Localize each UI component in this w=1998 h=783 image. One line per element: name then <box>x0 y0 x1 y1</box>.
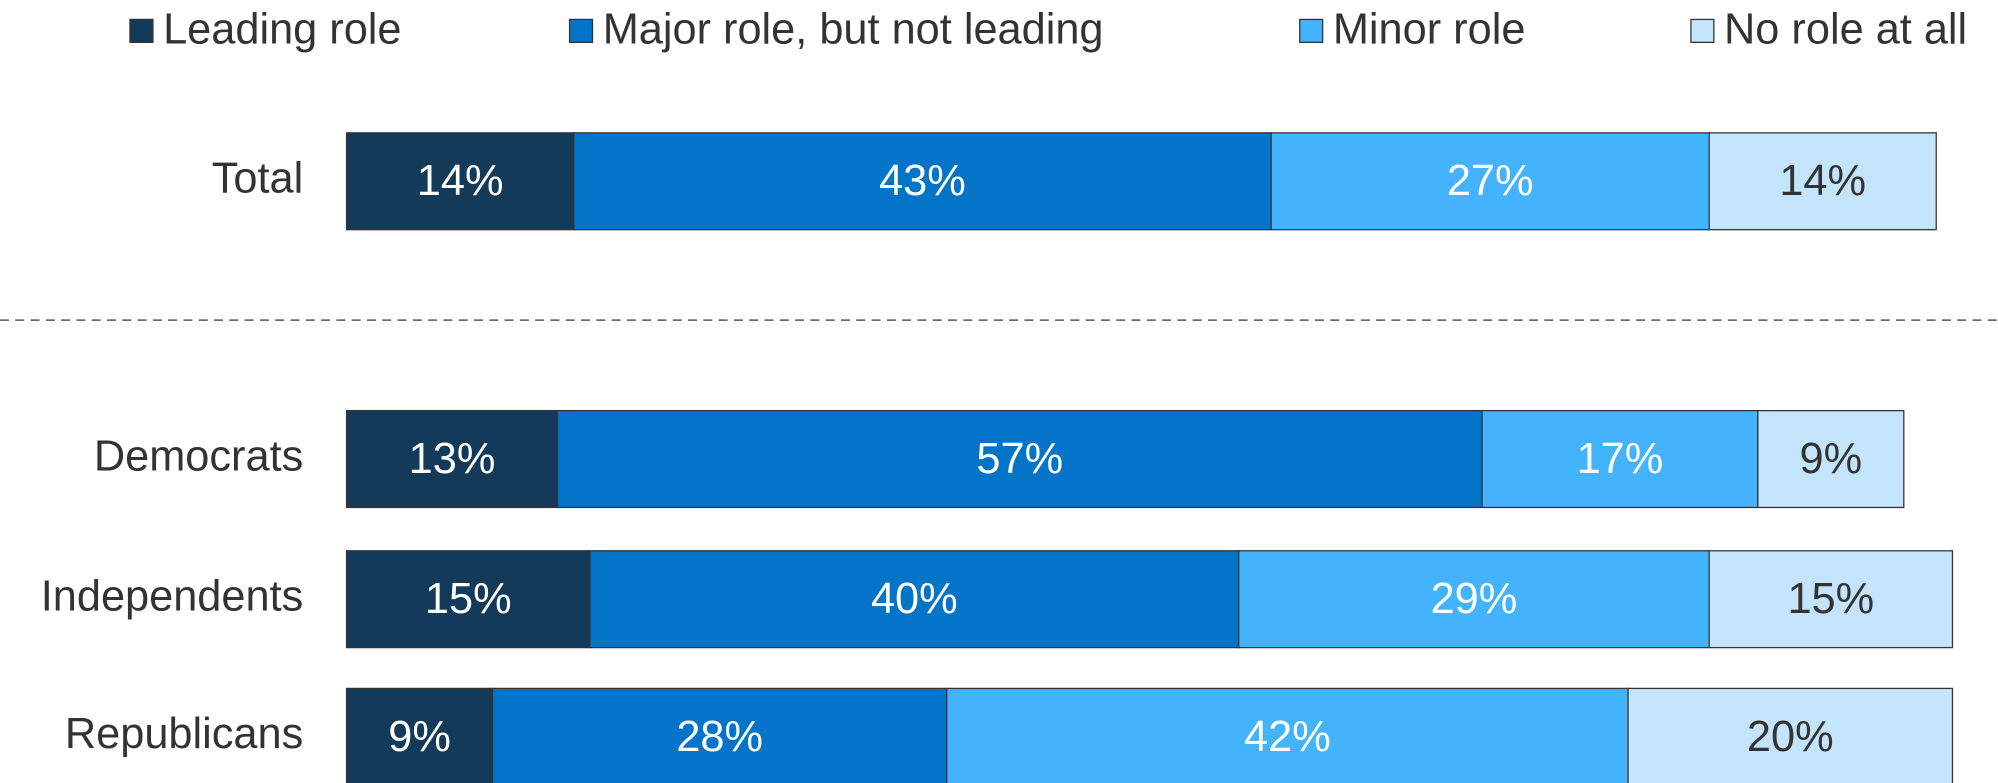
legend-label: No role at all <box>1724 6 1967 54</box>
bar-segment <box>573 132 1272 231</box>
legend-label: Major role, but not leading <box>603 6 1104 54</box>
value-label: 29% <box>1431 575 1518 623</box>
value-label: 42% <box>1244 713 1331 761</box>
category-label: Total <box>212 155 304 203</box>
bar-segment <box>345 409 559 509</box>
bar-segment <box>1708 550 1954 649</box>
value-label: 15% <box>425 575 512 623</box>
value-label: 9% <box>388 713 451 761</box>
value-label: 43% <box>879 157 966 205</box>
bar-segment <box>1481 409 1759 509</box>
value-label: 40% <box>871 575 958 623</box>
bar-segment <box>345 550 591 649</box>
legend-swatch <box>129 18 154 43</box>
bar-segment <box>589 550 1240 649</box>
value-label: 57% <box>976 435 1063 483</box>
value-label: 14% <box>1779 157 1866 205</box>
bar-segment <box>556 409 1483 509</box>
value-label: 20% <box>1747 713 1834 761</box>
bar-segment <box>1757 409 1905 509</box>
bar-segment <box>1238 550 1710 649</box>
value-label: 17% <box>1577 435 1664 483</box>
category-label: Democrats <box>94 432 303 480</box>
bar-segment <box>1627 687 1954 783</box>
legend-swatch <box>1299 18 1324 43</box>
bar-segment <box>491 687 948 783</box>
legend-swatch <box>568 18 594 43</box>
bar-segment <box>946 687 1629 783</box>
legend-label: Leading role <box>163 6 401 54</box>
bar-segment <box>1708 132 1937 231</box>
bar-segment <box>345 687 494 783</box>
category-label: Republicans <box>65 710 303 758</box>
value-label: 15% <box>1787 575 1874 623</box>
legend-label: Minor role <box>1333 6 1526 54</box>
value-label: 27% <box>1447 157 1534 205</box>
bar-segment <box>345 132 575 231</box>
category-label: Independents <box>41 573 304 621</box>
value-label: 9% <box>1800 435 1863 483</box>
value-label: 14% <box>417 157 504 205</box>
value-label: 28% <box>676 713 763 761</box>
legend-swatch <box>1690 18 1715 43</box>
value-label: 13% <box>409 435 496 483</box>
